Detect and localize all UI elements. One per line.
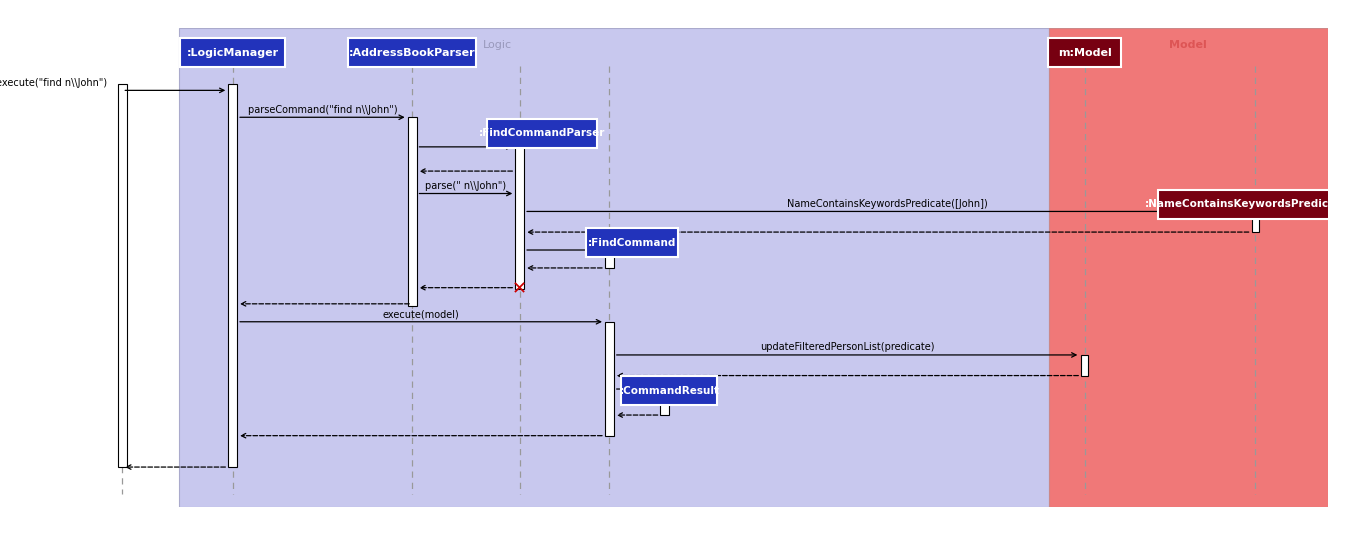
FancyBboxPatch shape [1158,190,1334,219]
Text: :CommandResult: :CommandResult [620,386,720,396]
Text: ✕: ✕ [513,280,527,299]
Text: parse(" n\\John"): parse(" n\\John") [426,181,506,191]
FancyBboxPatch shape [621,377,717,405]
Text: execute(model): execute(model) [382,309,460,319]
FancyBboxPatch shape [408,117,416,305]
FancyBboxPatch shape [180,39,285,67]
FancyBboxPatch shape [1252,207,1258,232]
FancyBboxPatch shape [348,39,476,67]
Text: Model: Model [1169,40,1207,50]
FancyBboxPatch shape [605,322,614,435]
FancyBboxPatch shape [660,389,670,415]
FancyBboxPatch shape [586,228,678,257]
FancyBboxPatch shape [118,84,127,467]
Text: :NameContainsKeywordsPredicate: :NameContainsKeywordsPredicate [1144,199,1348,209]
Text: :AddressBookParser: :AddressBookParser [348,48,476,58]
Text: parseCommand("find n\\John"): parseCommand("find n\\John") [248,104,397,114]
FancyBboxPatch shape [1048,39,1121,67]
Text: Logic: Logic [483,40,511,50]
FancyBboxPatch shape [605,250,614,268]
Bar [1048,28,1328,507]
FancyBboxPatch shape [1081,355,1089,376]
Bar [179,28,1048,507]
Text: updateFilteredPersonList(predicate): updateFilteredPersonList(predicate) [759,342,934,352]
FancyBboxPatch shape [515,146,525,289]
Text: execute("find n\\John"): execute("find n\\John") [0,78,107,88]
Text: :LogicManager: :LogicManager [187,48,279,58]
Text: :FindCommand: :FindCommand [587,238,677,248]
Text: m:Model: m:Model [1058,48,1112,58]
FancyBboxPatch shape [228,84,237,467]
FancyBboxPatch shape [487,119,597,148]
Text: :FindCommandParser: :FindCommandParser [479,128,605,139]
Text: NameContainsKeywordsPredicate([John]): NameContainsKeywordsPredicate([John]) [786,199,987,209]
